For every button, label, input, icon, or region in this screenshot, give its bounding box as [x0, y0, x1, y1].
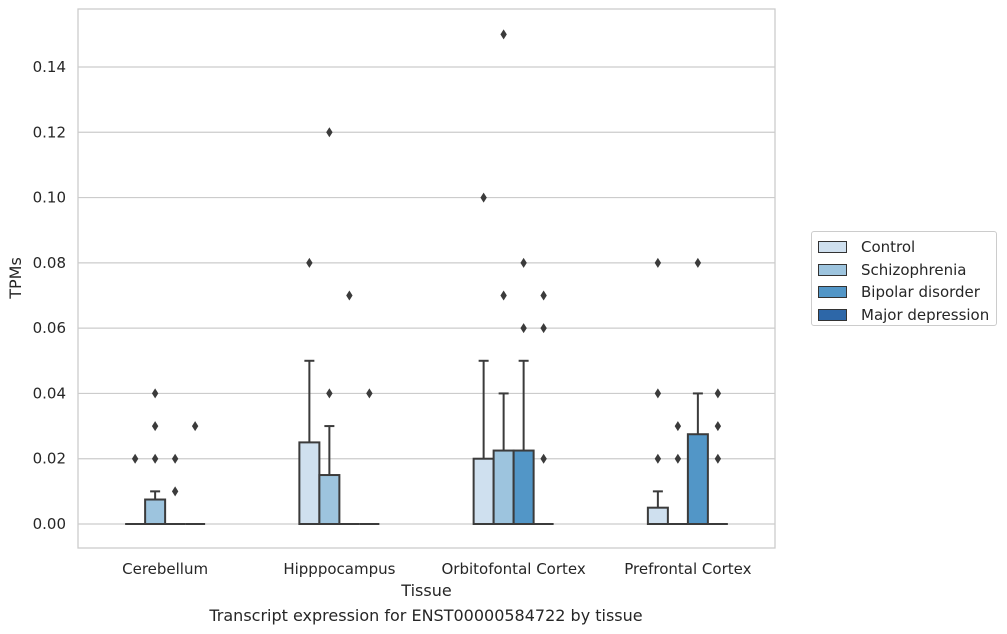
outlier-point [480, 192, 487, 203]
y-tick-label: 0.08 [33, 254, 66, 272]
box-major-depression-orbitofontal-cortex [533, 290, 554, 525]
outlier-point [151, 388, 159, 399]
outlier-point [151, 421, 159, 432]
box-body [686, 433, 709, 526]
outlier-point [694, 257, 702, 268]
box-schizophrenia-orbitofontal-cortex [492, 29, 515, 525]
box-schizophrenia-cerebellum [144, 388, 167, 525]
x-tick-label: Orbitofontal Cortex [442, 560, 586, 578]
legend-item-major-depression: Major depression [818, 304, 996, 327]
outlier-point [654, 388, 662, 399]
box-control-hipppocampus [298, 257, 321, 525]
legend-swatch-schizophrenia [818, 263, 847, 276]
legend-label: Major depression [861, 305, 990, 324]
x-tick-label: Cerebellum [122, 560, 208, 578]
legend-label: Bipolar disorder [861, 283, 980, 302]
y-axis-label: TPMs [6, 257, 25, 300]
legend-item-schizophrenia: Schizophrenia [818, 259, 996, 282]
y-tick-label: 0.00 [33, 515, 66, 533]
outlier-point [654, 453, 662, 464]
legend: Control Schizophrenia Bipolar disorder M… [811, 231, 997, 326]
box-body [472, 457, 495, 526]
outlier-point [366, 388, 373, 399]
outlier-point [520, 257, 527, 268]
box-control-cerebellum [125, 453, 146, 525]
box-bipolar-disorder-orbitofontal-cortex [512, 257, 535, 525]
figure-caption: Transcript expression for ENST0000058472… [209, 606, 643, 625]
outlier-point [326, 388, 333, 399]
outlier-point [346, 290, 353, 301]
y-tick-label: 0.02 [33, 450, 66, 468]
outlier-point [714, 453, 722, 464]
outlier-point [674, 421, 682, 432]
outlier-point [171, 486, 179, 497]
outlier-point [326, 127, 333, 138]
outlier-point [540, 453, 547, 464]
box-body [298, 441, 321, 525]
legend-swatch-bipolar-disorder [818, 286, 847, 299]
y-tick-label: 0.06 [33, 319, 66, 337]
outlier-point [654, 257, 662, 268]
grid-lines [78, 66, 775, 525]
box-plot-marks [125, 29, 728, 526]
x-tick-label: Hipppocampus [283, 560, 395, 578]
box-major-depression-hipppocampus [359, 388, 380, 525]
box-body [318, 474, 341, 525]
y-tick-label: 0.04 [33, 384, 66, 402]
legend-item-bipolar-disorder: Bipolar disorder [818, 281, 996, 304]
outlier-point [151, 453, 159, 464]
box-bipolar-disorder-prefrontal-cortex [686, 257, 709, 526]
box-control-orbitofontal-cortex [472, 192, 495, 526]
box-body [144, 498, 167, 525]
legend-swatch-control [818, 241, 847, 254]
outlier-point [191, 421, 199, 432]
box-body [512, 449, 535, 525]
outlier-point [306, 257, 313, 268]
legend-label: Control [861, 238, 916, 257]
box-schizophrenia-prefrontal-cortex [667, 421, 688, 525]
outlier-point [714, 388, 722, 399]
legend-label: Schizophrenia [861, 260, 967, 279]
x-axis-label: Tissue [400, 581, 451, 600]
y-tick-label: 0.14 [33, 58, 66, 76]
box-body [492, 449, 515, 525]
box-major-depression-prefrontal-cortex [707, 388, 728, 525]
outlier-point [520, 323, 527, 334]
outlier-point [131, 453, 139, 464]
outlier-point [540, 323, 547, 334]
y-tick-label: 0.10 [33, 189, 66, 207]
box-body [646, 506, 669, 525]
box-major-depression-cerebellum [185, 421, 206, 525]
outlier-point [500, 290, 507, 301]
outlier-point [674, 453, 682, 464]
x-axis-ticks: Cerebellum Hipppocampus Orbitofontal Corte… [122, 560, 751, 578]
outlier-point [540, 290, 547, 301]
box-bipolar-disorder-hipppocampus [339, 290, 360, 525]
outlier-point [171, 453, 179, 464]
box-control-prefrontal-cortex [646, 257, 669, 525]
x-tick-label: Prefrontal Cortex [624, 560, 751, 578]
legend-swatch-major-depression [818, 308, 847, 321]
y-tick-label: 0.12 [33, 123, 66, 141]
y-axis-ticks: 0.00 0.02 0.04 0.06 0.08 0.10 0.12 0.14 [33, 58, 66, 533]
plot-frame [77, 8, 776, 549]
outlier-point [714, 421, 722, 432]
box-schizophrenia-hipppocampus [318, 127, 341, 525]
outlier-point [500, 29, 507, 40]
box-bipolar-disorder-cerebellum [165, 453, 186, 525]
legend-item-control: Control [818, 236, 996, 259]
